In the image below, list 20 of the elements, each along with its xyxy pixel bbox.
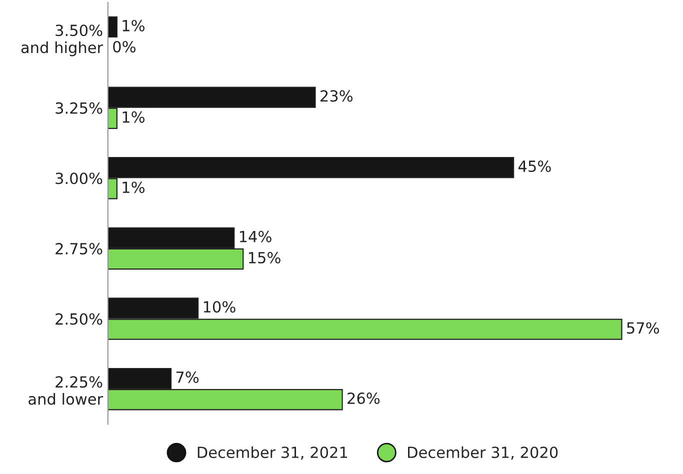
data-label: 14% bbox=[240, 230, 272, 242]
legend-label: December 31, 2020 bbox=[408, 446, 558, 460]
data-label: 10% bbox=[204, 301, 236, 313]
y-tick-label: 2.50% bbox=[56, 313, 102, 325]
data-label: 7% bbox=[176, 371, 199, 383]
data-label: 1% bbox=[122, 111, 144, 123]
y-tick-label: 3.25% bbox=[56, 102, 102, 114]
data-label: 15% bbox=[248, 252, 280, 264]
data-label: 1% bbox=[122, 20, 144, 32]
y-tick-label: 3.50% and higher bbox=[21, 24, 104, 56]
legend-label: December 31, 2021 bbox=[198, 446, 348, 460]
data-label: 23% bbox=[320, 90, 353, 102]
data-label: 57% bbox=[627, 322, 660, 334]
data-label: 0% bbox=[113, 40, 136, 53]
data-label: 1% bbox=[122, 182, 144, 194]
y-tick-label: 2.75% bbox=[56, 242, 102, 254]
data-label: 26% bbox=[348, 392, 380, 404]
y-tick-label: 2.25% and lower bbox=[28, 376, 104, 405]
data-label: 45% bbox=[518, 160, 551, 172]
y-tick-label: 3.00% bbox=[56, 172, 102, 184]
